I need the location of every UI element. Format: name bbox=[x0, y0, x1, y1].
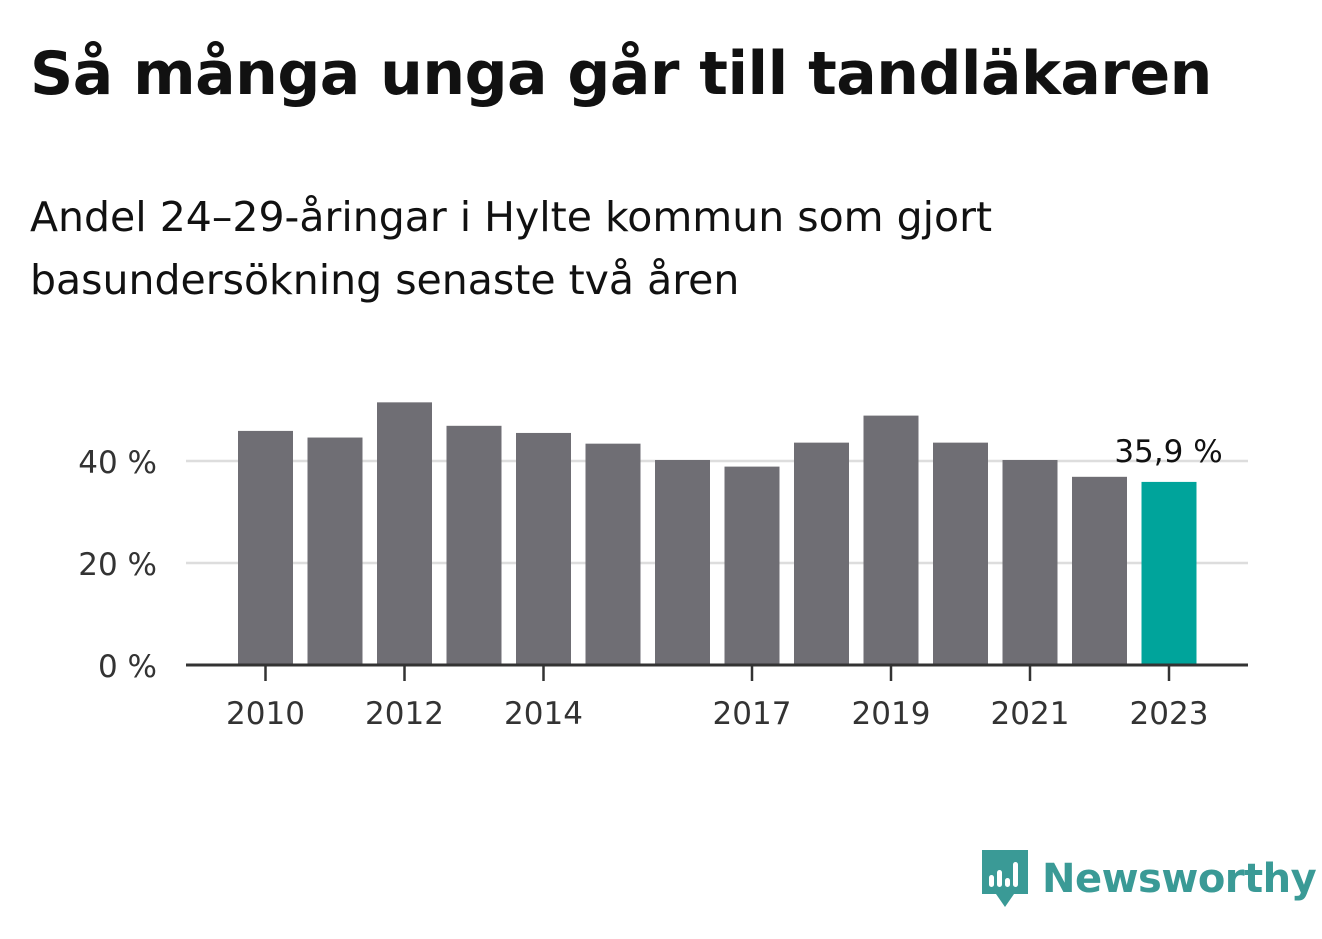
bar-2017 bbox=[724, 466, 780, 665]
bars bbox=[238, 402, 1197, 665]
bar-2019 bbox=[863, 415, 919, 665]
bar-2013 bbox=[446, 425, 502, 665]
y-tick-label: 20 % bbox=[78, 547, 157, 583]
x-tick-label: 2017 bbox=[713, 696, 792, 732]
labels: 0 % 20 % 40 % 2010 2012 2014 2017 2019 2021 2023 3… bbox=[78, 434, 1222, 732]
axes bbox=[186, 663, 1248, 681]
brand-name: Newsworthy bbox=[1042, 856, 1317, 902]
x-tick-label: 2012 bbox=[365, 696, 444, 732]
x-tick-label: 2023 bbox=[1130, 696, 1209, 732]
bar-2016 bbox=[655, 459, 710, 665]
bar-2010 bbox=[238, 430, 293, 665]
grid-lines bbox=[186, 459, 1248, 565]
bar-2012 bbox=[377, 402, 432, 665]
x-tick-label: 2010 bbox=[226, 696, 305, 732]
chart-subtitle: Andel 24–29-åringar i Hylte kommun som g… bbox=[30, 193, 993, 304]
data-label-2023: 35,9 % bbox=[1114, 434, 1222, 470]
x-tick-label: 2021 bbox=[991, 696, 1070, 732]
newsworthy-logo-icon bbox=[982, 850, 1028, 907]
bar-2018 bbox=[794, 442, 849, 665]
bar-2021 bbox=[1002, 459, 1058, 665]
chart-title: Så många unga går till tandläkaren bbox=[30, 39, 1212, 109]
x-tick-label: 2019 bbox=[852, 696, 931, 732]
y-tick-label: 40 % bbox=[78, 445, 157, 481]
brand-logo: Newsworthy bbox=[980, 848, 1317, 910]
bar-2020 bbox=[933, 442, 988, 665]
bar-2014 bbox=[516, 432, 571, 665]
bar-2022 bbox=[1072, 476, 1127, 665]
x-tick-label: 2014 bbox=[504, 696, 583, 732]
bar-2015 bbox=[585, 443, 641, 665]
bar-2011 bbox=[307, 437, 363, 665]
bar-2023 bbox=[1141, 481, 1197, 665]
y-tick-label: 0 % bbox=[98, 649, 157, 685]
